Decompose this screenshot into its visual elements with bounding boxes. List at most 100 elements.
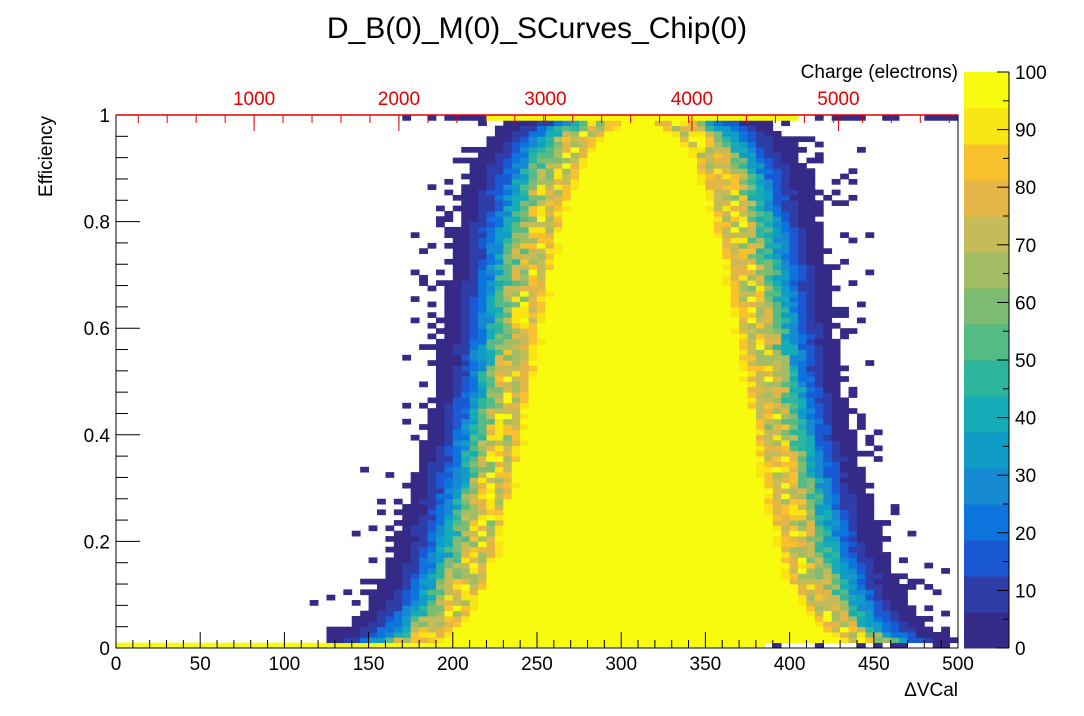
heatmap-cell bbox=[595, 237, 605, 244]
heatmap-cell bbox=[469, 322, 479, 329]
heatmap-cell bbox=[478, 333, 487, 340]
heatmap-cell bbox=[595, 189, 605, 196]
heatmap-cell bbox=[343, 632, 353, 638]
heatmap-cell bbox=[772, 637, 782, 644]
heatmap-cell bbox=[612, 280, 622, 286]
heatmap-cell bbox=[486, 546, 496, 553]
heatmap-cell bbox=[739, 306, 748, 313]
heatmap-cell bbox=[840, 376, 849, 382]
heatmap-cell bbox=[680, 280, 689, 286]
heatmap-cell bbox=[537, 232, 546, 238]
heatmap-cell bbox=[570, 322, 580, 329]
heatmap-cell bbox=[654, 184, 664, 191]
heatmap-cell bbox=[402, 568, 412, 574]
heatmap-cell bbox=[461, 477, 471, 484]
heatmap-cell bbox=[722, 280, 732, 286]
heatmap-cell bbox=[747, 557, 757, 564]
heatmap-cell bbox=[520, 530, 529, 537]
heatmap-cell bbox=[646, 200, 656, 207]
heatmap-cell bbox=[621, 360, 631, 366]
heatmap-cell bbox=[823, 509, 833, 516]
heatmap-cell bbox=[755, 621, 765, 628]
heatmap-cell bbox=[806, 157, 816, 164]
heatmap-cell bbox=[713, 605, 723, 612]
heatmap-cell bbox=[789, 173, 799, 180]
heatmap-cell bbox=[856, 621, 866, 628]
heatmap-cell bbox=[166, 642, 176, 649]
heatmap-cell bbox=[545, 637, 555, 644]
heatmap-cell bbox=[587, 333, 597, 340]
heatmap-cell bbox=[831, 493, 841, 500]
heatmap-cell bbox=[520, 413, 529, 420]
heatmap-cell bbox=[671, 472, 681, 478]
heatmap-cell bbox=[528, 237, 538, 244]
heatmap-cell bbox=[764, 408, 774, 414]
heatmap-cell bbox=[452, 445, 462, 452]
heatmap-cell bbox=[764, 344, 774, 350]
heatmap-cell bbox=[595, 626, 605, 633]
heatmap-cell bbox=[730, 242, 740, 249]
heatmap-cell bbox=[663, 146, 673, 153]
heatmap-cell bbox=[579, 589, 588, 596]
heatmap-cell bbox=[570, 226, 580, 233]
heatmap-cell bbox=[806, 509, 816, 516]
heatmap-cell bbox=[469, 504, 479, 510]
heatmap-cell bbox=[646, 285, 656, 292]
heatmap-cell bbox=[781, 349, 790, 356]
heatmap-cell bbox=[671, 424, 681, 430]
heatmap-cell bbox=[486, 290, 496, 297]
heatmap-cell bbox=[688, 616, 698, 622]
heatmap-cell bbox=[646, 178, 656, 185]
heatmap-cell bbox=[890, 642, 900, 649]
heatmap-cell bbox=[410, 605, 420, 612]
heatmap-cell bbox=[663, 210, 673, 217]
heatmap-cell bbox=[562, 338, 572, 345]
heatmap-cell bbox=[486, 573, 496, 580]
heatmap-cell bbox=[545, 184, 555, 191]
heatmap-cell bbox=[604, 242, 614, 249]
heatmap-cell bbox=[419, 344, 428, 350]
heatmap-cell bbox=[873, 557, 883, 564]
heatmap-cell bbox=[419, 541, 428, 548]
heatmap-cell bbox=[520, 280, 529, 286]
heatmap-cell bbox=[629, 184, 639, 191]
heatmap-cell bbox=[621, 397, 631, 404]
heatmap-cell bbox=[511, 360, 521, 366]
heatmap-cell bbox=[553, 354, 563, 361]
heatmap-cell bbox=[503, 216, 513, 222]
heatmap-cell bbox=[579, 626, 588, 633]
heatmap-cell bbox=[393, 552, 403, 558]
heatmap-cell bbox=[579, 232, 588, 238]
heatmap-cell bbox=[604, 216, 614, 222]
heatmap-cell bbox=[890, 610, 900, 617]
heatmap-cell bbox=[629, 440, 639, 446]
heatmap-cell bbox=[638, 552, 647, 558]
heatmap-cell bbox=[452, 386, 462, 393]
heatmap-cell bbox=[494, 328, 504, 334]
heatmap-cell bbox=[663, 221, 673, 228]
heatmap-cell bbox=[730, 386, 740, 393]
heatmap-cell bbox=[579, 477, 588, 484]
heatmap-cell bbox=[469, 248, 479, 254]
heatmap-cell bbox=[452, 424, 462, 430]
heatmap-cell bbox=[511, 589, 521, 596]
heatmap-cell bbox=[587, 584, 597, 590]
heatmap-cell bbox=[806, 200, 816, 207]
heatmap-cell bbox=[873, 520, 883, 526]
heatmap-cell bbox=[739, 184, 748, 191]
heatmap-cell bbox=[553, 184, 563, 191]
heatmap-cell bbox=[823, 386, 833, 393]
heatmap-cell bbox=[772, 333, 782, 340]
heatmap-cell bbox=[730, 525, 740, 532]
heatmap-cell bbox=[873, 445, 883, 452]
heatmap-cell bbox=[469, 621, 479, 628]
heatmap-cell bbox=[806, 237, 816, 244]
heatmap-cell bbox=[478, 402, 487, 409]
heatmap-cell bbox=[705, 498, 715, 505]
heatmap-cell bbox=[435, 520, 445, 526]
heatmap-cell bbox=[629, 413, 639, 420]
heatmap-cell bbox=[696, 493, 706, 500]
heatmap-cell bbox=[562, 322, 572, 329]
heatmap-cell bbox=[764, 333, 774, 340]
chart-title: D_B(0)_M(0)_SCurves_Chip(0) bbox=[327, 12, 747, 45]
